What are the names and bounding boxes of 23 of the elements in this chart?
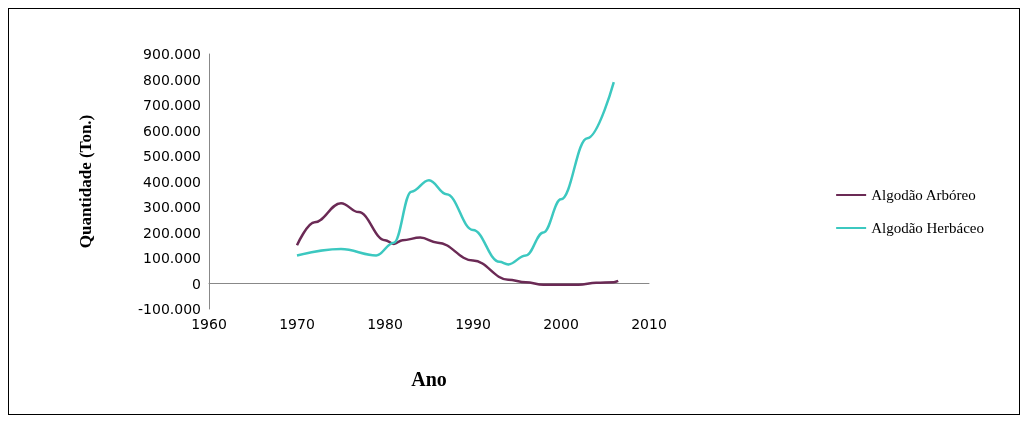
y-tick-label: 800.000 (143, 71, 201, 88)
x-tick-label: 2010 (631, 316, 667, 332)
y-tick-label: 500.000 (143, 148, 201, 164)
y-tick-label: 900.000 (143, 46, 201, 62)
line-series (295, 80, 616, 266)
y-tick-label: 600.000 (143, 122, 201, 139)
x-tick-label: 2000 (543, 316, 579, 332)
y-tick-label: 700.000 (143, 97, 201, 113)
x-tick-label: 1970 (279, 316, 315, 332)
y-tick-label: 0 (192, 275, 201, 292)
x-axis-title: Ano (411, 368, 447, 390)
y-tick-label: 100.000 (143, 250, 201, 266)
legend-label: Algodão Herbáceo (871, 220, 985, 236)
x-tick-label: 1960 (191, 316, 227, 332)
y-tick-label: 300.000 (143, 199, 201, 215)
y-tick-label: 400.000 (143, 173, 201, 190)
y-tick-label: 200.000 (143, 224, 201, 241)
y-tick-label: -100.000 (138, 301, 201, 317)
x-tick-label: 1990 (455, 316, 491, 332)
line-series (295, 201, 620, 287)
y-axis-title: Quantidade (Ton.) (76, 114, 95, 249)
x-tick-label: 1980 (367, 316, 403, 332)
legend-label: Algodão Arbóreo (871, 187, 976, 203)
